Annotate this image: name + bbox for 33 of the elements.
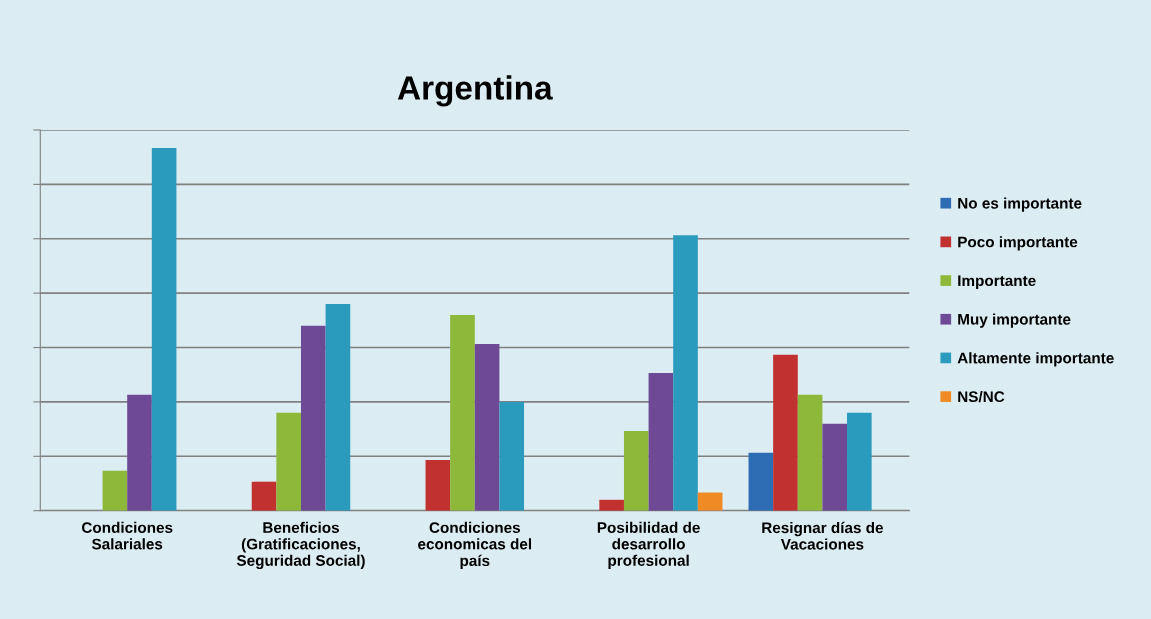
- bar: [151, 148, 177, 511]
- bar: [127, 394, 152, 511]
- bar: [102, 470, 128, 511]
- bar: [300, 325, 326, 511]
- bar: [623, 430, 649, 511]
- bar: [276, 412, 301, 511]
- legend-label: Poco importante: [958, 236, 1078, 251]
- legend-label: Altamente importante: [957, 352, 1114, 367]
- bar: [325, 304, 351, 511]
- bar: [648, 372, 674, 511]
- bar: [748, 452, 774, 511]
- x-tick-label: Condiciones economicas del país: [418, 521, 532, 570]
- bar: [822, 423, 848, 511]
- legend-label: No es importante: [958, 197, 1082, 212]
- x-tick-label: Resignar días de Vacaciones: [762, 521, 884, 550]
- bar: [847, 412, 872, 511]
- chart-title: Argentina: [397, 75, 553, 107]
- bar: [425, 459, 451, 511]
- bar: [251, 481, 277, 511]
- x-tick-label: Beneficios (Gratificaciones, Seguridad Social): [236, 521, 365, 570]
- x-tick-label: Condiciones Salariales: [81, 521, 173, 550]
- bar: [697, 492, 723, 511]
- legend-label: NS/NC: [958, 390, 1005, 403]
- bar: [673, 235, 698, 511]
- bar: [773, 354, 798, 511]
- bar: [474, 343, 500, 511]
- legend-label: Importante: [958, 275, 1036, 290]
- x-tick-label: Posibilidad de desarrollo profesional: [597, 521, 700, 569]
- legend-label: Muy importante: [958, 313, 1071, 328]
- bar: [499, 401, 525, 511]
- bar: [450, 314, 475, 511]
- bar: [797, 394, 823, 511]
- bar: [599, 499, 624, 511]
